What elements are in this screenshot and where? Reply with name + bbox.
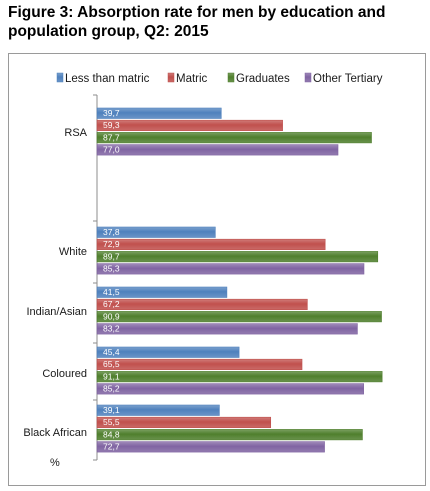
chart-bars: 39,7 59,3 87,7 77,0 37,8 72,9 89,7 85,3 41,5 67,2…	[96, 107, 383, 453]
data-label-coloured-matric: 65,5	[103, 359, 120, 369]
bar-indian-asian-matric	[96, 298, 308, 311]
data-label-rsa-other-tertiary: 77,0	[103, 145, 120, 155]
bar-white-graduates	[96, 251, 379, 263]
legend-label-other-tertiary: Other Tertiary	[313, 73, 383, 85]
data-label-indian-asian-graduates: 90,9	[103, 311, 120, 321]
legend-swatch-other-tertiary	[304, 72, 312, 83]
bar-rsa-matric	[96, 119, 283, 131]
data-label-black-african-other-tertiary: 72,7	[103, 442, 120, 452]
bar-black-african-other-tertiary	[96, 441, 325, 453]
unit-label: %	[50, 457, 60, 469]
data-label-coloured-less-than-matric: 45,4	[103, 347, 120, 357]
data-label-indian-asian-less-than-matric: 41,5	[103, 287, 120, 297]
chart-axis	[93, 94, 98, 461]
data-label-indian-asian-other-tertiary: 83,2	[103, 324, 120, 334]
chart-legend: Less than matric Matric Graduates Other Ter…	[56, 72, 383, 85]
data-label-black-african-matric: 55,5	[103, 417, 120, 427]
category-label-black-african: Black African	[23, 427, 87, 439]
data-label-black-african-graduates: 84,8	[103, 429, 120, 439]
bar-black-african-graduates	[96, 429, 363, 441]
legend-swatch-graduates	[227, 72, 235, 83]
data-label-white-graduates: 89,7	[103, 251, 120, 261]
category-labels: RSA White Indian/Asian Coloured Black Africa…	[23, 127, 87, 439]
bar-indian-asian-other-tertiary	[96, 323, 358, 335]
bar-coloured-graduates	[96, 371, 383, 383]
bar-black-african-matric	[96, 416, 272, 429]
category-label-rsa: RSA	[64, 127, 87, 139]
bar-rsa-less-than-matric	[96, 107, 222, 119]
bar-white-matric	[96, 238, 326, 250]
legend-swatch-less-than-matric	[56, 72, 64, 83]
data-label-rsa-graduates: 87,7	[103, 132, 120, 142]
legend-label-matric: Matric	[176, 73, 208, 85]
figure-title: Figure 3: Absorption rate for men by edu…	[8, 4, 386, 40]
data-label-coloured-graduates: 91,1	[103, 371, 120, 381]
data-label-black-african-less-than-matric: 39,1	[103, 405, 120, 415]
legend-swatch-matric	[167, 72, 175, 83]
legend-label-graduates: Graduates	[236, 73, 290, 85]
category-label-coloured: Coloured	[42, 368, 87, 380]
data-label-rsa-matric: 59,3	[103, 120, 120, 130]
category-label-indian-asian: Indian/Asian	[26, 306, 87, 318]
legend-label-less-than-matric: Less than matric	[65, 73, 150, 85]
data-label-rsa-less-than-matric: 39,7	[103, 108, 120, 118]
bar-rsa-graduates	[96, 132, 372, 144]
category-label-white: White	[59, 246, 87, 258]
data-label-white-less-than-matric: 37,8	[103, 227, 120, 237]
data-label-white-matric: 72,9	[103, 239, 120, 249]
bar-rsa-other-tertiary	[96, 144, 339, 156]
bar-black-african-less-than-matric	[96, 404, 220, 416]
bar-coloured-less-than-matric	[96, 346, 240, 358]
data-label-coloured-other-tertiary: 85,2	[103, 384, 120, 394]
bar-coloured-matric	[96, 358, 303, 371]
bar-coloured-other-tertiary	[96, 383, 364, 395]
bar-indian-asian-graduates	[96, 311, 382, 323]
data-label-indian-asian-matric: 67,2	[103, 299, 120, 309]
bar-white-other-tertiary	[96, 263, 365, 275]
bar-white-less-than-matric	[96, 226, 216, 238]
bar-indian-asian-less-than-matric	[96, 286, 228, 298]
data-label-white-other-tertiary: 85,3	[103, 264, 120, 274]
